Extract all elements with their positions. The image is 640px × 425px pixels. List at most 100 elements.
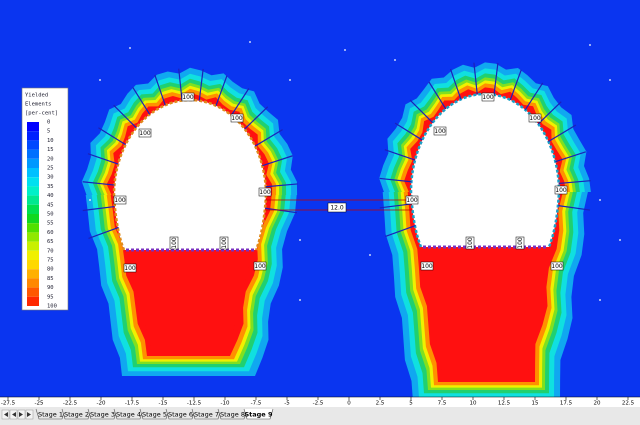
label-text: 100 [421,263,433,270]
tunnel-label: 100 [515,236,525,250]
tunnel-label: 100 [433,126,447,136]
legend-swatch [27,149,39,159]
x-tick-label: -12.5 [187,401,202,407]
tab-label[interactable]: Stage 9 [244,411,272,419]
label-box [219,236,229,250]
x-tick-label: -7.5 [251,401,262,407]
dimension-box [327,202,347,213]
grid-point [589,44,591,46]
x-tick-label: 20 [594,401,601,407]
rock-bolt [558,180,591,185]
tab-label[interactable]: Stage 5 [142,411,167,419]
x-axis: -27.5 -25 -22.5 -20 -17.5 -15 -12.5 -10 -7.5 -5 -2… [1,397,635,407]
rock-bolt [509,69,522,101]
legend-title: Elements [25,102,52,108]
label-box [465,236,475,250]
x-tick-label: 5 [409,401,413,407]
label-box [554,185,568,195]
legend-swatch [27,232,39,242]
legend-swatch [27,250,39,260]
tab[interactable] [243,408,274,420]
x-tick-label: -15 [159,401,168,407]
legend-level: 70 [47,248,54,254]
label-text: 100 [221,237,228,249]
legend-level: 40 [47,193,54,199]
rock-bolt [384,149,416,161]
tab-label[interactable]: Stage 1 [38,411,63,419]
dimension: 12.0 [265,199,412,213]
grid-point [129,47,131,49]
legend-level: 15 [47,147,54,153]
label-box [123,263,137,273]
label-box [113,195,127,205]
legend-level: 60 [47,230,54,236]
rock-bolt [473,62,478,95]
legend-swatch [27,186,39,196]
rock-bolt [215,75,228,106]
tunnel-label: 100 [219,236,229,250]
tunnel-label: 100 [181,92,195,102]
rock-bolt [82,181,115,186]
x-tick-label: -25 [35,401,44,407]
grid-point [599,299,601,301]
contours [39,41,621,403]
tunnel-label: 100 [420,261,434,271]
label-text: 100 [254,263,266,270]
legend-level: 35 [47,184,54,190]
legend-level: 20 [47,156,54,162]
tab-nav [1,409,34,420]
label-text: 100 [114,197,126,204]
legend-swatch [27,131,39,141]
legend-swatch [27,269,39,279]
legend-level: 10 [47,138,54,144]
rock-bolt [537,101,562,125]
legend: Yielded Elements [per-cent] 0 5 10 15 20 25 30 35 4… [21,87,69,311]
legend-swatch [27,158,39,168]
legend-swatch [27,287,39,297]
tunnel-opening [114,100,266,250]
grid-point [344,49,346,51]
label-box [550,261,564,271]
label-box [258,187,272,197]
legend-swatch [27,278,39,288]
rock-bolt [379,203,412,209]
label-text: 100 [551,263,563,270]
tab-label[interactable]: Stage 2 [64,411,89,419]
legend-title: [per-cent] [25,111,58,117]
bolts [82,62,591,240]
x-tick-label: -27.5 [1,401,16,407]
tab-label[interactable]: Stage 4 [116,411,141,419]
label-text: 100 [231,115,243,122]
label-text: 100 [482,94,494,101]
x-tick-label: 15 [532,401,539,407]
legend-swatch [27,296,39,306]
label-box [138,128,152,138]
label-box [253,261,267,271]
rock-bolt [262,155,293,167]
tab-label[interactable]: Stage 3 [90,411,115,419]
label-box [420,261,434,271]
rock-bolt [428,81,447,110]
grid-point [619,239,621,241]
legend-level: 80 [47,267,54,273]
tunnel-label: 100 [113,195,127,205]
rock-bolt [385,224,416,238]
tunnel-labels: 100 100 100 100 100 100 100 100 100 100 100 100 100 1… [113,92,568,273]
label-box [181,92,195,102]
tab-label[interactable]: Stage 6 [168,411,193,419]
rock-bolt [555,151,586,163]
label-box [405,195,419,205]
label-text: 100 [517,237,524,249]
legend-level: 50 [47,212,54,218]
rock-bolt [409,99,434,124]
rock-bolt [244,106,269,130]
tab-label[interactable]: Stage 8 [220,411,245,419]
tab-label[interactable]: Stage 7 [194,411,219,419]
grid-point [99,79,101,81]
rock-bolt [154,74,166,106]
legend-title: Yielded [25,93,48,99]
rock-bolt [524,82,544,111]
legend-level: 90 [47,285,54,291]
x-tick-label: -22.5 [63,401,78,407]
label-box [481,92,495,102]
